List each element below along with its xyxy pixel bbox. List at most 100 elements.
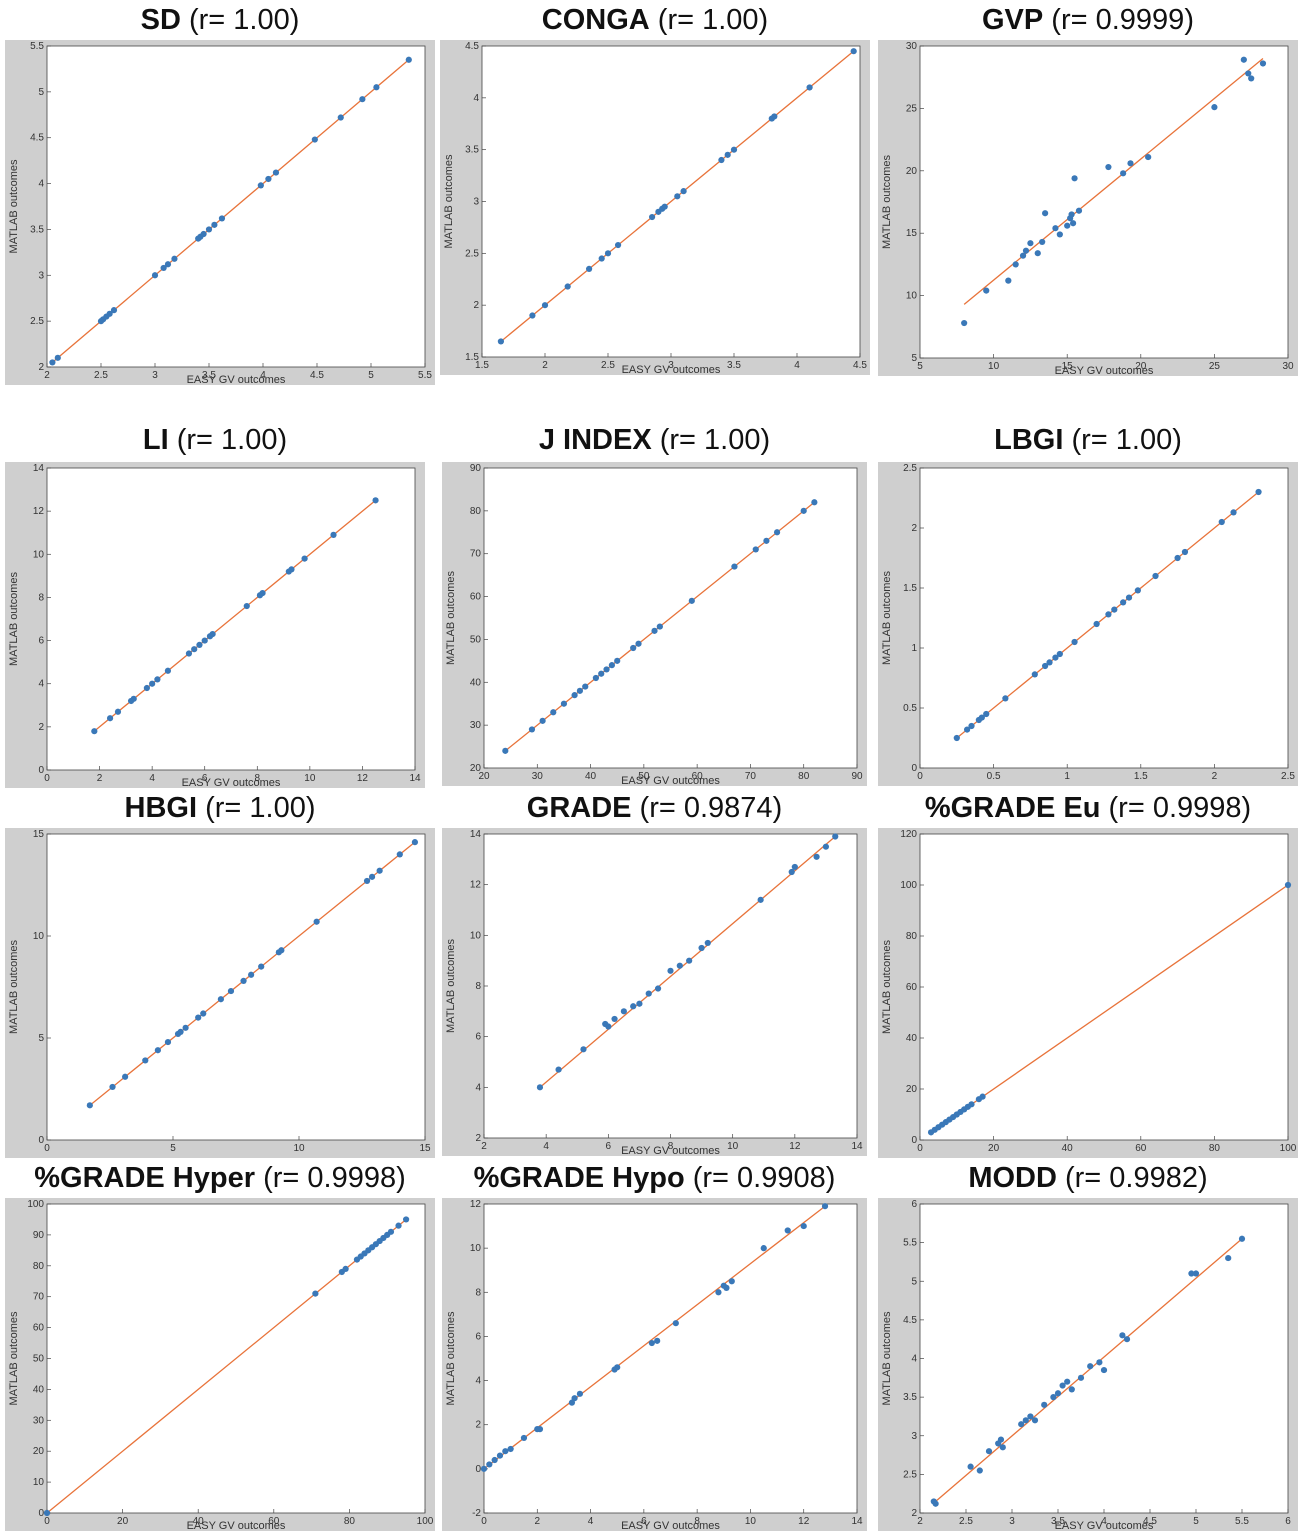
data-point [149,680,156,687]
x-tick-label: 14 [409,773,421,784]
chart-panel: LI (r= 1.00) 0 2 4 6 8 10 12 14 0 2 4 6 8 10 12 14 EASY G… [5,420,425,788]
y-tick-label: 2 [38,362,44,373]
y-axis-label: MATLAB outcomes [443,154,455,248]
x-tick-label: 2 [917,1516,923,1527]
x-tick-label: 5 [170,1143,176,1154]
x-axis-label: EASY GV outcomes [621,775,720,786]
data-point [674,193,681,200]
chart-title-metric: CONGA [541,4,650,36]
x-tick-label: 4 [260,370,266,381]
data-point [91,728,98,735]
data-point [191,646,198,653]
data-point [54,354,61,361]
data-point [605,1023,612,1030]
data-point [961,319,968,327]
chart-title-metric: J INDEX [538,424,652,456]
chart-title-metric: LI [142,424,169,456]
data-point [201,637,208,644]
chart-title-correlation: (r= 0.9999) [1043,4,1194,36]
x-axis-label: EASY GV outcomes [182,777,281,788]
y-tick-label: 3.5 [30,224,44,235]
data-point [1046,659,1053,666]
axes-frame [483,833,858,1139]
chart-title-correlation: (r= 1.00) [651,424,771,456]
data-point [614,1364,621,1371]
y-tick-label: 4 [475,1082,481,1093]
data-point [541,302,549,309]
chart-title-metric: LBGI [994,424,1064,456]
chart-panel: MODD (r= 0.9982) 2 2.5 3 3.5 4 4.5 5 5.5 6 2 2.5 3 3.… [878,1158,1298,1531]
data-point [109,1083,116,1091]
y-tick-label: 12 [470,1199,482,1210]
y-tick-label: 15 [33,829,45,840]
x-tick-label: 2.5 [601,360,615,371]
data-point [576,687,584,694]
data-point [636,1000,643,1007]
data-point [630,644,637,652]
data-point [288,566,295,573]
data-point [1230,509,1237,516]
chart-title-correlation: (r= 0.9998) [255,1162,406,1194]
plot-area: 20 30 40 50 60 70 80 90 20 30 40 50 60 70 80 90 EASY GV … [442,462,867,786]
y-tick-label: 4 [473,93,479,104]
scatter-plot: 0 5 10 15 0 5 10 15 MATLAB outcomes [8,829,431,1154]
x-tick-label: 4 [588,1516,594,1527]
chart-title-metric: HBGI [124,792,198,824]
y-tick-label: 4 [38,179,44,190]
data-point [1134,587,1141,594]
data-point [1022,247,1030,254]
data-point [651,627,658,634]
y-axis-label: MATLAB outcomes [881,155,893,249]
chart-title-metric: GRADE [526,792,632,824]
data-point [1034,250,1041,257]
data-point [164,667,172,674]
scatter-plot: 2 2.5 3 3.5 4 4.5 5 5.5 6 2 2.5 3 3.5 4 4.5 5 5.5 6 EASY G… [881,1199,1291,1531]
scatter-plot: 1.5 2 2.5 3 3.5 4 4.5 1.5 2 2.5 3 3.5 4 4.5 EASY GV ou… [443,41,867,375]
x-tick-label: 0 [44,1516,50,1527]
data-point [976,1467,983,1474]
y-axis-label: MATLAB outcomes [881,571,893,665]
y-tick-label: 5 [911,353,917,364]
plot-area: 0 20 40 60 80 100 0 20 40 60 80 100 120 MATLAB outcom… [878,828,1298,1158]
y-tick-label: 6 [475,1331,481,1342]
data-point [486,1461,493,1468]
data-point [1052,225,1059,232]
y-tick-label: 1.5 [465,352,479,363]
data-point [154,676,161,683]
x-tick-label: 5 [917,361,923,372]
data-point [999,1444,1006,1451]
chart-title: %GRADE Eu (r= 0.9998) [878,788,1298,828]
data-point [680,188,687,195]
y-tick-label: 2.5 [465,248,479,259]
data-point [586,265,593,272]
data-point [1052,654,1059,661]
chart-panel: GRADE (r= 0.9874) 2 4 6 8 10 12 14 2 4 6 8 10 12 14 EAS… [442,788,867,1156]
data-point [1093,620,1100,628]
x-axis-label: EASY GV outcomes [621,1520,720,1531]
y-tick-label: 8 [38,592,44,603]
y-tick-label: 120 [900,829,917,840]
data-point [667,967,674,974]
y-tick-label: 5 [911,1276,917,1287]
data-point [1042,662,1049,670]
data-point [985,1448,993,1455]
y-tick-label: 2 [38,722,44,733]
y-tick-label: 2 [911,1508,917,1519]
data-point [491,1456,498,1464]
x-tick-label: 80 [344,1516,356,1527]
x-tick-label: 60 [692,771,704,782]
x-tick-label: 100 [417,1516,434,1527]
y-axis-label: MATLAB outcomes [8,1311,20,1405]
data-point [967,1463,974,1470]
plot-area: 2 2.5 3 3.5 4 4.5 5 5.5 2 2.5 3 3.5 4 4.5 5 5.5 EASY GV … [5,40,435,385]
chart-panel: CONGA (r= 1.00) 1.5 2 2.5 3 3.5 4 4.5 1.5 2 2.5 3 3.… [440,0,870,375]
data-point [1100,1366,1108,1374]
data-point [211,221,218,228]
data-point [822,843,830,850]
data-point [359,96,366,103]
scatter-plot: 0 20 40 60 80 100 0 20 40 60 80 100 120 MATLAB outcom… [881,829,1297,1154]
x-tick-label: 50 [638,771,650,782]
y-tick-label: 20 [33,1446,45,1457]
y-tick-label: 30 [470,720,482,731]
data-point [672,1320,679,1327]
